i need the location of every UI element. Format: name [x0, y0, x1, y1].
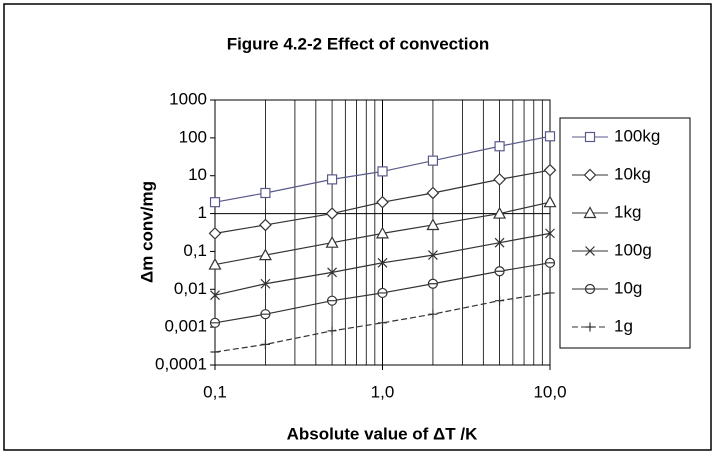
- marker: [210, 290, 220, 301]
- y-tick-label: 0,1: [183, 241, 207, 260]
- x-tick-label: 0,1: [203, 382, 227, 401]
- marker: [493, 206, 507, 219]
- x-tick-label: 1,0: [371, 382, 395, 401]
- marker: [208, 227, 222, 240]
- chart-title: Figure 4.2-2 Effect of convection: [227, 34, 490, 53]
- x-tick-label: 10,0: [533, 382, 566, 401]
- legend-marker: [584, 131, 596, 143]
- marker: [494, 266, 505, 277]
- marker: [545, 288, 555, 298]
- marker: [494, 237, 505, 248]
- legend-label: 10g: [614, 278, 642, 297]
- marker: [377, 257, 388, 268]
- legend-marker: [583, 206, 597, 219]
- y-tick-label: 0,01: [174, 279, 207, 298]
- marker: [426, 218, 440, 231]
- marker: [428, 309, 438, 319]
- marker: [326, 174, 338, 185]
- marker: [259, 218, 272, 232]
- legend-marker: [585, 322, 595, 332]
- y-tick-label: 1000: [169, 89, 207, 108]
- marker: [209, 197, 221, 208]
- marker: [543, 195, 557, 208]
- marker: [327, 267, 338, 278]
- marker: [325, 235, 339, 248]
- marker: [326, 295, 338, 306]
- y-tick-label: 10: [188, 165, 207, 184]
- marker: [544, 257, 556, 268]
- marker: [495, 296, 505, 306]
- marker: [426, 186, 440, 200]
- marker: [544, 131, 556, 142]
- legend-label: 1kg: [614, 202, 641, 221]
- marker: [260, 309, 271, 320]
- y-tick-label: 100: [179, 127, 207, 146]
- legend-marker: [585, 246, 595, 256]
- marker: [325, 207, 339, 220]
- y-tick-label: 0,0001: [155, 354, 207, 373]
- marker: [377, 287, 388, 299]
- legend-label: 100kg: [614, 126, 660, 145]
- marker: [258, 248, 272, 261]
- marker: [209, 317, 221, 328]
- marker: [427, 250, 438, 261]
- y-axis-label: Δm conv/mg: [137, 181, 156, 283]
- marker: [260, 339, 270, 349]
- marker: [494, 141, 505, 152]
- marker: [427, 278, 439, 289]
- marker: [260, 278, 271, 289]
- legend-box: [559, 117, 691, 349]
- legend-label: 10kg: [614, 164, 651, 183]
- legend-label: 100g: [614, 240, 652, 259]
- marker: [376, 195, 389, 209]
- x-axis-label: Absolute value of ΔT /K: [287, 424, 478, 443]
- marker: [375, 226, 390, 239]
- y-tick-label: 1: [198, 203, 207, 222]
- marker: [543, 163, 557, 177]
- y-tick-label: 0,001: [164, 317, 207, 336]
- marker: [208, 257, 222, 270]
- marker: [493, 173, 506, 186]
- legend-marker: [583, 168, 597, 182]
- marker: [210, 347, 220, 357]
- marker: [327, 326, 337, 336]
- marker: [378, 318, 387, 328]
- marker: [427, 155, 439, 166]
- legend-label: 1g: [614, 316, 633, 335]
- legend-marker: [584, 283, 596, 295]
- marker: [377, 166, 388, 177]
- marker: [545, 228, 555, 239]
- marker: [260, 187, 271, 199]
